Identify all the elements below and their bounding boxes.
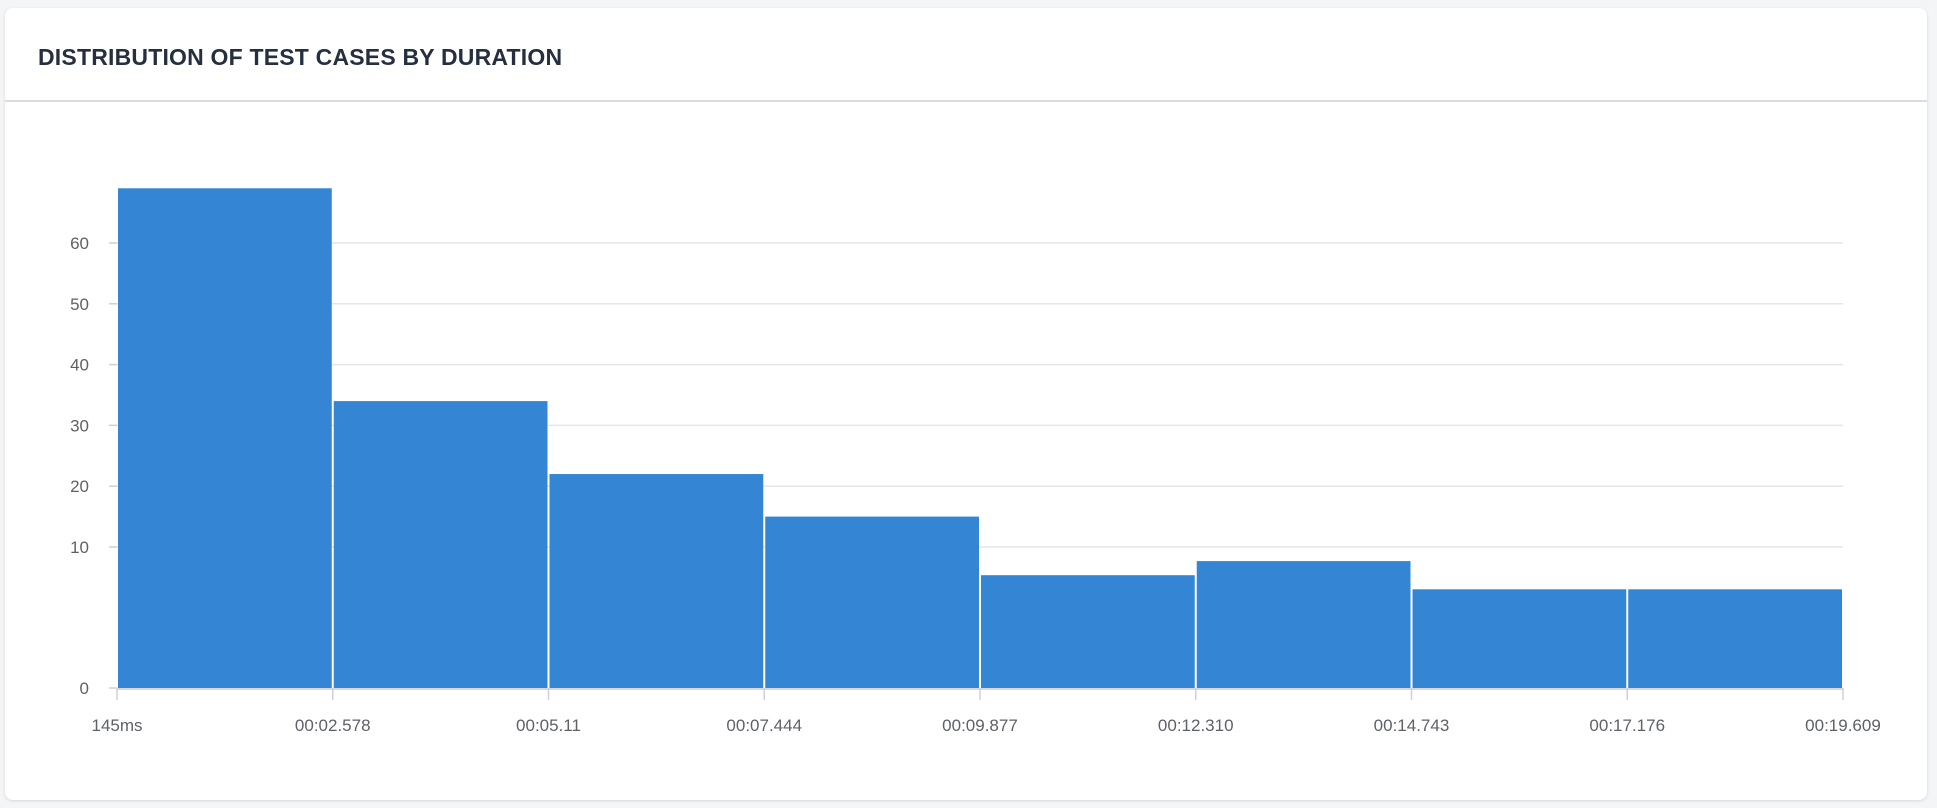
- y-tick-label: 40: [70, 356, 89, 375]
- y-tick-label: 60: [70, 234, 89, 253]
- card-header: DISTRIBUTION OF TEST CASES BY DURATION: [5, 8, 1927, 102]
- y-tick-label: 20: [70, 477, 89, 496]
- histogram-bar: [1196, 561, 1411, 688]
- x-tick-label: 00:14.743: [1374, 716, 1450, 735]
- histogram-bar: [549, 474, 764, 688]
- histogram-bar: [981, 575, 1195, 688]
- y-tick-label: 10: [70, 538, 89, 557]
- x-tick-label: 00:07.444: [726, 716, 802, 735]
- x-tick-label: 00:19.609: [1805, 716, 1881, 735]
- histogram-bar: [118, 188, 332, 688]
- x-tick-label: 00:17.176: [1589, 716, 1665, 735]
- x-tick-label: 00:12.310: [1158, 716, 1234, 735]
- x-tick-label: 00:02.578: [295, 716, 371, 735]
- chart-title: DISTRIBUTION OF TEST CASES BY DURATION: [38, 44, 563, 70]
- x-tick-label: 00:09.877: [942, 716, 1018, 735]
- y-tick-label: 30: [70, 416, 89, 435]
- y-tick-label: 0: [80, 679, 89, 698]
- histogram-bar: [765, 516, 979, 688]
- y-tick-label: 50: [70, 295, 89, 314]
- x-tick-label: 00:05.11: [516, 716, 581, 735]
- x-tick-label: 145ms: [91, 716, 142, 735]
- histogram-bar: [333, 401, 548, 688]
- histogram-bar: [1628, 589, 1842, 688]
- histogram-bar: [1412, 589, 1627, 688]
